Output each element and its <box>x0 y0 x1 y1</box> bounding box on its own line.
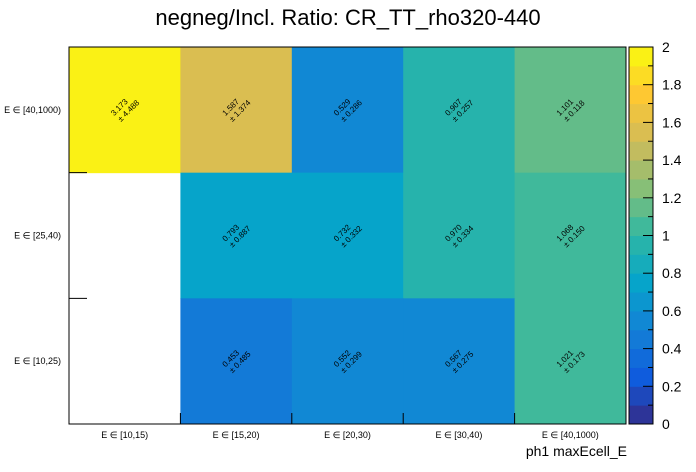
heatmap-cells <box>69 47 627 425</box>
x-tick-label: E ∈ [10,15) <box>101 430 148 440</box>
colorbar-band <box>629 160 653 180</box>
colorbar-band <box>629 329 653 350</box>
y-tick-label: E ∈ [25,40) <box>14 231 61 241</box>
colorbar-band <box>629 197 653 218</box>
heatmap-cell <box>403 47 516 174</box>
colorbar-tick-label: 1.6 <box>662 114 682 130</box>
colorbar-tick-label: 0 <box>662 416 670 432</box>
heatmap-cell <box>69 47 181 174</box>
y-tick-label: E ∈ [10,25) <box>14 356 61 366</box>
colorbar-band <box>629 254 653 274</box>
colorbar-tick-label: 2 <box>662 39 670 55</box>
colorbar-band <box>629 141 653 161</box>
heatmap-cell <box>291 47 404 174</box>
colorbar-band <box>629 65 653 86</box>
y-axis: E ∈ [10,25) E ∈ [25,40) E ∈ [40,1000) <box>4 105 87 366</box>
x-tick-label: E ∈ [20,30) <box>324 430 371 440</box>
heatmap-cell <box>514 172 627 299</box>
colorbar-band <box>629 310 653 331</box>
heatmap-cell <box>291 298 404 425</box>
colorbar-band <box>629 348 653 368</box>
colorbar-tick-label: 0.6 <box>662 303 682 319</box>
heatmap-cell <box>403 172 516 299</box>
colorbar-band <box>629 216 653 236</box>
y-tick-label: E ∈ [40,1000) <box>4 105 61 115</box>
heatmap-cell <box>180 172 293 299</box>
heatmap-cell <box>291 172 404 299</box>
colorbar-band <box>629 235 653 255</box>
colorbar-band <box>629 292 653 312</box>
colorbar-band <box>629 103 653 123</box>
x-axis: E ∈ [10,15) E ∈ [15,20) E ∈ [20,30) E ∈ [30… <box>101 413 599 440</box>
colorbar-tick-label: 1.8 <box>662 77 682 93</box>
colorbar-band <box>629 386 653 406</box>
colorbar-band <box>629 273 653 293</box>
colorbar-tick-label: 0.8 <box>662 265 682 281</box>
plot-frame <box>68 46 627 425</box>
colorbar-band <box>629 367 653 387</box>
x-tick-label: E ∈ [40,1000) <box>542 430 599 440</box>
heatmap-cell <box>403 298 516 425</box>
x-tick-label: E ∈ [15,20) <box>213 430 260 440</box>
colorbar-band <box>629 405 653 425</box>
colorbar-tick-label: 1.4 <box>662 152 682 168</box>
colorbar-tick-label: 1 <box>662 228 670 244</box>
colorbar-tick-label: 1.2 <box>662 190 682 206</box>
x-axis-label: ph1 maxEcell_E <box>526 443 627 459</box>
colorbar-band <box>629 84 653 105</box>
color-bar: 0 0.2 0.4 0.6 0.8 1 1.2 1.4 1.6 1.8 2 <box>628 39 682 432</box>
colorbar-band <box>629 122 653 142</box>
colorbar-band <box>629 178 653 199</box>
heatmap-cell <box>180 47 293 174</box>
chart-title: negneg/Incl. Ratio: CR_TT_rho320-440 <box>155 5 540 30</box>
x-tick-label: E ∈ [30,40) <box>435 430 482 440</box>
heatmap-cell <box>180 298 293 425</box>
colorbar-tick-label: 0.2 <box>662 378 682 394</box>
heatmap-cell <box>514 298 627 425</box>
heatmap-cell <box>514 47 627 174</box>
colorbar-tick-label: 0.4 <box>662 341 682 357</box>
colorbar-band <box>629 47 653 67</box>
